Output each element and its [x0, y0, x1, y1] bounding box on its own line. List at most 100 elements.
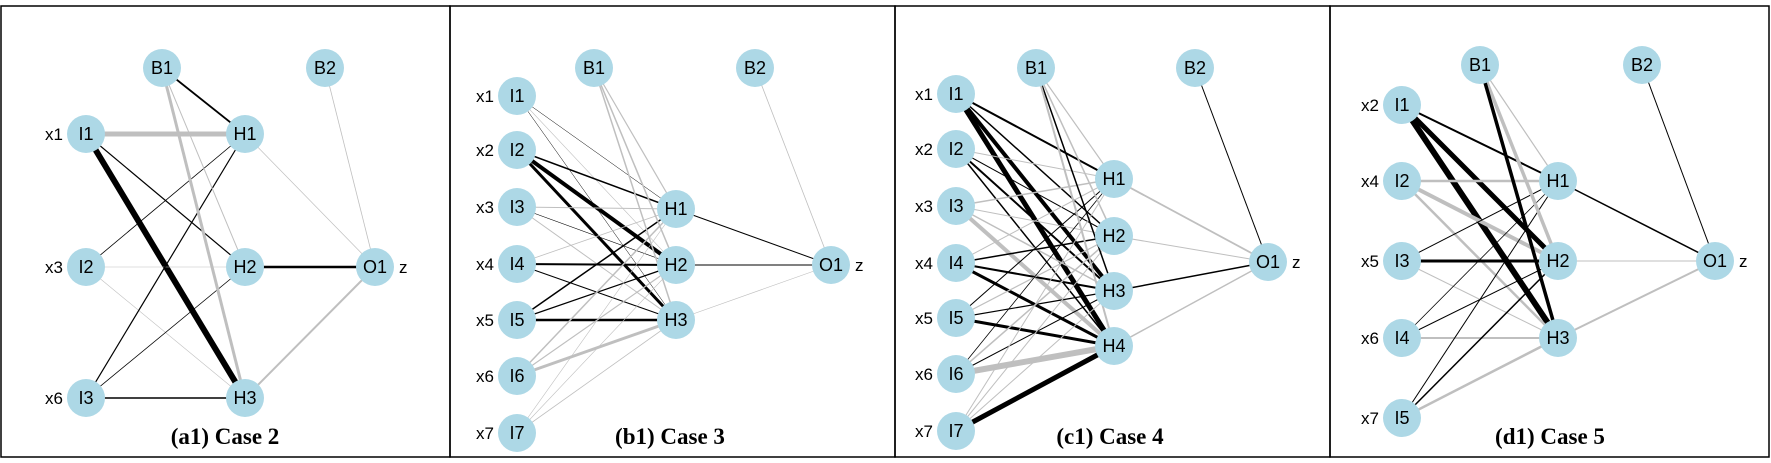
node-i3: [67, 379, 105, 417]
node-label-i5: I5: [509, 310, 524, 330]
input-variable-label: x6: [1361, 329, 1379, 348]
node-h4: [1095, 327, 1133, 365]
panel-nodes: I1 x1 I2 x2 I3 x3 I4 x4 I5 x5 I6 x6 I7 x7 H1 H2 H3 B1 B2 O1…: [476, 49, 864, 452]
input-variable-label: x7: [915, 422, 933, 441]
node-i6: [937, 355, 975, 393]
edge-b2-o1: [324, 67, 376, 268]
edge-i1-h2: [955, 93, 1115, 237]
node-label-i5: I5: [948, 308, 963, 328]
node-label-h3: H3: [233, 388, 256, 408]
edge-h1-o1: [675, 208, 832, 266]
input-variable-label: x1: [45, 125, 63, 144]
node-h2: [1539, 242, 1577, 280]
node-b1: [1461, 46, 1499, 84]
node-i1: [498, 77, 536, 115]
edge-i1-h1: [516, 95, 677, 210]
panel-frame: [1329, 5, 1770, 458]
node-h3: [657, 301, 695, 339]
node-b2: [306, 49, 344, 87]
edge-i2-h4: [955, 148, 1115, 347]
edge-i7-h3: [516, 319, 677, 434]
edge-i2-h3: [955, 148, 1115, 292]
edge-i7-h1: [516, 208, 677, 434]
node-h3: [226, 379, 264, 417]
node-i2: [937, 130, 975, 168]
edge-h3-o1: [1557, 260, 1716, 339]
node-label-i4: I4: [948, 253, 963, 273]
node-i2: [67, 248, 105, 286]
input-variable-label: x3: [915, 197, 933, 216]
edge-i4-h1: [1401, 180, 1559, 339]
node-label-h1: H1: [664, 199, 687, 219]
edge-i7-h4: [954, 343, 1116, 434]
node-label-i1: I1: [78, 124, 93, 144]
node-i3: [1383, 242, 1421, 280]
panel-caption: (d1) Case 5: [1495, 424, 1605, 449]
edge-i1-h2: [516, 95, 677, 266]
node-label-b1: B1: [151, 58, 173, 78]
node-label-b1: B1: [1025, 58, 1047, 78]
edge-b1-h2: [593, 67, 677, 266]
node-i5: [1383, 399, 1421, 437]
edge-i4-h1: [955, 178, 1115, 264]
edge-i2-h1: [955, 148, 1115, 180]
node-h3: [1095, 272, 1133, 310]
edge-i7-h2: [955, 235, 1115, 432]
node-h3: [1539, 319, 1577, 357]
input-variable-label: x3: [476, 198, 494, 217]
edge-i5-h3: [1401, 336, 1559, 420]
node-label-i6: I6: [509, 366, 524, 386]
edge-h1-o1: [244, 133, 376, 268]
node-label-h1: H1: [1102, 169, 1125, 189]
panel-nodes: I1 x1 I2 x3 I3 x6 H1 H2 H3 B1 B2 O1 z: [45, 49, 408, 417]
edge-i1-h2: [1400, 103, 1560, 263]
node-label-i1: I1: [948, 84, 963, 104]
input-variable-label: x2: [1361, 96, 1379, 115]
input-variable-label: x4: [476, 255, 494, 274]
output-variable-label: z: [1292, 253, 1301, 272]
node-label-b2: B2: [1184, 58, 1206, 78]
edge-i2-h1: [516, 149, 677, 210]
edge-i2-h3: [515, 148, 678, 322]
node-label-h3: H3: [1546, 328, 1569, 348]
node-label-i3: I3: [948, 196, 963, 216]
edge-b2-o1: [754, 67, 832, 266]
node-o1: [356, 248, 394, 286]
panel-d1: I1 x2 I2 x4 I3 x5 I4 x6 I5 x7 H1 H2 H3 B1 B2 O1 z (d1) C…: [1329, 5, 1770, 458]
edge-h3-o1: [244, 266, 376, 399]
node-i4: [498, 245, 536, 283]
node-label-o1: O1: [363, 257, 387, 277]
node-o1: [1249, 243, 1287, 281]
node-label-h2: H2: [1546, 251, 1569, 271]
output-variable-label: z: [399, 258, 408, 277]
node-label-b1: B1: [1469, 55, 1491, 75]
node-i3: [498, 188, 536, 226]
node-label-h2: H2: [233, 257, 256, 277]
node-label-i2: I2: [1394, 171, 1409, 191]
node-label-b2: B2: [1631, 55, 1653, 75]
panel-caption: (c1) Case 4: [1056, 424, 1164, 449]
edge-h2-o1: [1113, 235, 1269, 263]
edge-b1-h1: [1035, 67, 1115, 180]
edge-i1-h1: [955, 93, 1115, 180]
input-variable-label: x4: [915, 254, 933, 273]
edge-i5-h1: [955, 178, 1115, 319]
edge-i6-h4: [955, 343, 1115, 377]
node-h2: [657, 246, 695, 284]
input-variable-label: x3: [45, 258, 63, 277]
edge-i3-h1: [516, 206, 677, 210]
node-label-b2: B2: [744, 58, 766, 78]
node-i3: [937, 187, 975, 225]
node-label-i6: I6: [948, 364, 963, 384]
panel-nodes: I1 x1 I2 x2 I3 x3 I4 x4 I5 x5 I6 x6 I7 x7 H1 H2 H3 H4 B1 B2…: [915, 49, 1301, 450]
edge-b2-o1: [1641, 64, 1716, 262]
panel-caption: (a1) Case 2: [171, 424, 280, 449]
node-label-b1: B1: [583, 58, 605, 78]
node-b1: [575, 49, 613, 87]
edge-i7-h2: [516, 264, 677, 434]
node-label-h3: H3: [1102, 281, 1125, 301]
node-label-i2: I2: [78, 257, 93, 277]
node-label-i4: I4: [509, 254, 524, 274]
edge-h3-o1: [1113, 261, 1269, 292]
